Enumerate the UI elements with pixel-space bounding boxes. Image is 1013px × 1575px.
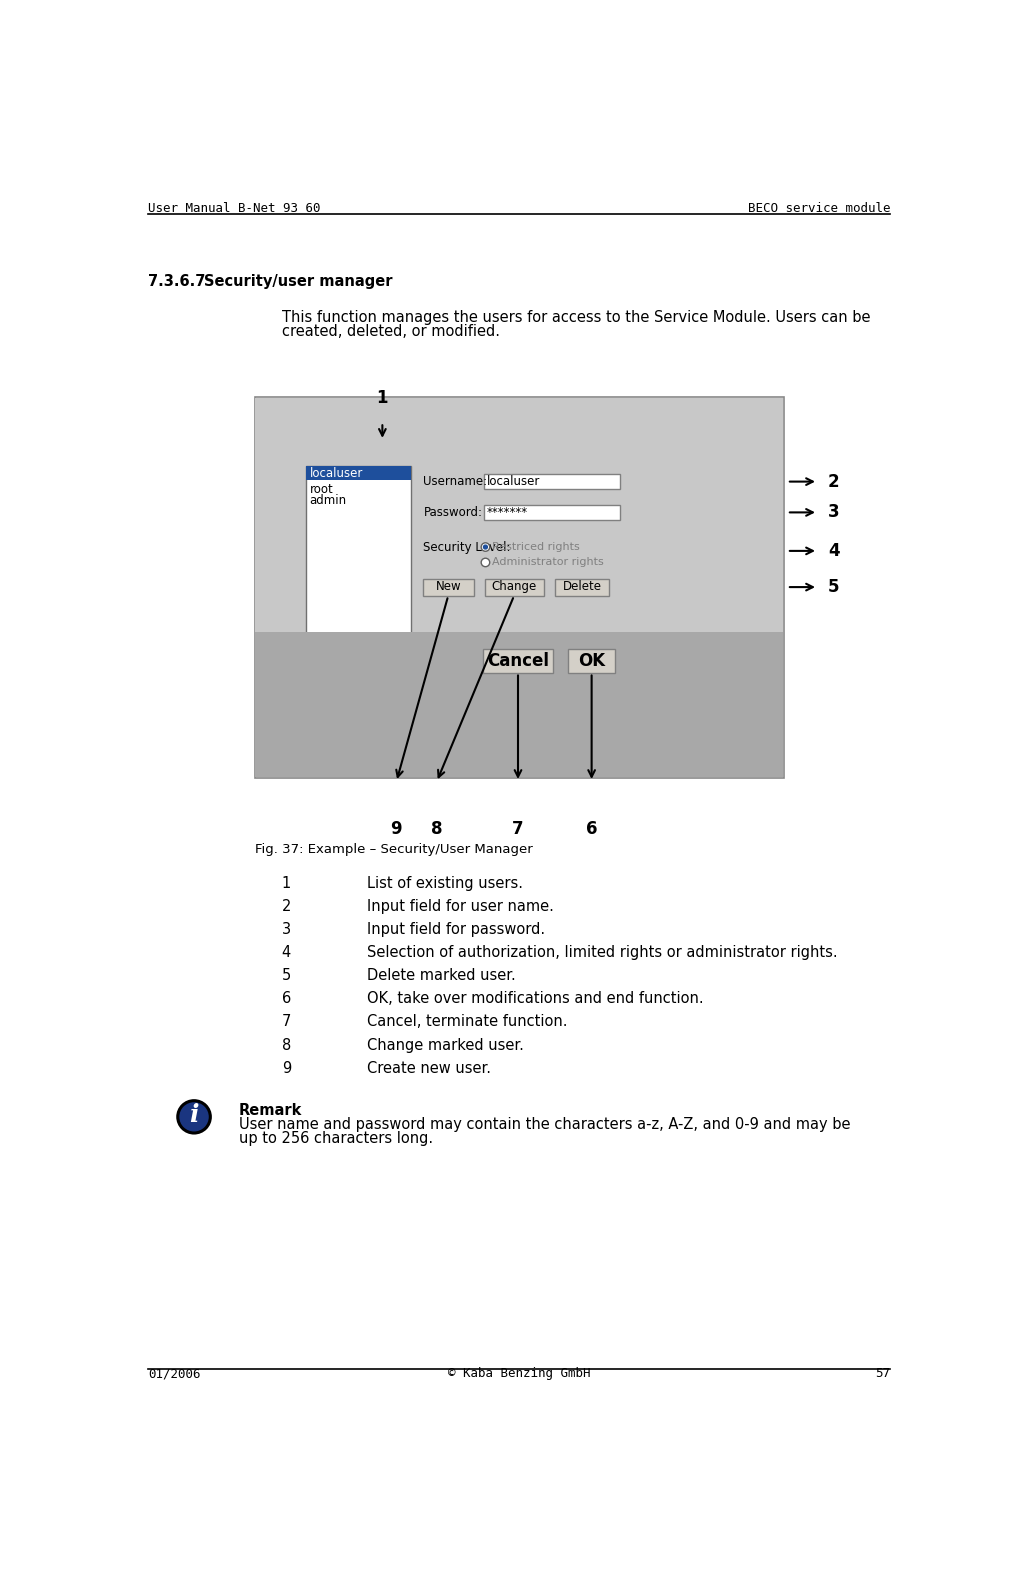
FancyBboxPatch shape: [485, 578, 544, 595]
Text: 3: 3: [282, 921, 291, 937]
FancyBboxPatch shape: [555, 578, 610, 595]
Text: Security Level:: Security Level:: [423, 540, 511, 553]
Text: Restriced rights: Restriced rights: [492, 542, 580, 553]
Text: Delete marked user.: Delete marked user.: [367, 969, 516, 983]
FancyBboxPatch shape: [254, 397, 784, 778]
Text: 8: 8: [431, 821, 443, 838]
Circle shape: [483, 545, 487, 550]
Text: localuser: localuser: [487, 476, 540, 488]
Text: © Kaba Benzing GmbH: © Kaba Benzing GmbH: [448, 1367, 590, 1380]
Text: localuser: localuser: [310, 466, 363, 480]
Circle shape: [179, 1102, 209, 1131]
Text: Input field for user name.: Input field for user name.: [367, 899, 554, 914]
Text: Change: Change: [491, 580, 537, 592]
Text: 01/2006: 01/2006: [148, 1367, 201, 1380]
FancyBboxPatch shape: [483, 649, 553, 673]
Text: up to 256 characters long.: up to 256 characters long.: [239, 1131, 434, 1145]
Text: 7: 7: [513, 821, 524, 838]
Text: Create new user.: Create new user.: [367, 1060, 491, 1076]
Circle shape: [176, 1099, 212, 1134]
FancyBboxPatch shape: [568, 649, 615, 673]
Text: Administrator rights: Administrator rights: [492, 558, 604, 567]
FancyBboxPatch shape: [255, 632, 783, 778]
Text: Password:: Password:: [423, 506, 482, 518]
Text: OK: OK: [578, 652, 605, 669]
Text: 7: 7: [282, 1014, 291, 1030]
Text: Input field for password.: Input field for password.: [367, 921, 545, 937]
Text: Cancel, terminate function.: Cancel, terminate function.: [367, 1014, 567, 1030]
Text: Delete: Delete: [563, 580, 602, 592]
Text: Remark: Remark: [239, 1102, 302, 1118]
Text: 9: 9: [391, 821, 402, 838]
Text: New: New: [436, 580, 461, 592]
Text: Username:: Username:: [423, 476, 487, 488]
Text: 1: 1: [282, 876, 291, 891]
FancyBboxPatch shape: [255, 397, 783, 778]
Text: 1: 1: [377, 389, 388, 406]
Text: Security/user manager: Security/user manager: [205, 274, 393, 288]
Text: 4: 4: [282, 945, 291, 961]
Circle shape: [481, 543, 489, 551]
Text: 2: 2: [828, 472, 840, 490]
Text: 9: 9: [282, 1060, 291, 1076]
Text: i: i: [189, 1104, 199, 1128]
Text: 7.3.6.7: 7.3.6.7: [148, 274, 206, 288]
Text: 5: 5: [828, 578, 840, 595]
Text: root: root: [310, 484, 333, 496]
FancyBboxPatch shape: [484, 504, 620, 520]
Text: OK, take over modifications and end function.: OK, take over modifications and end func…: [367, 991, 703, 1006]
FancyBboxPatch shape: [484, 474, 620, 490]
Text: 6: 6: [586, 821, 598, 838]
Text: BECO service module: BECO service module: [748, 202, 890, 216]
Text: 57: 57: [875, 1367, 890, 1380]
Text: 6: 6: [282, 991, 291, 1006]
Text: Selection of authorization, limited rights or administrator rights.: Selection of authorization, limited righ…: [367, 945, 838, 961]
Text: Change marked user.: Change marked user.: [367, 1038, 524, 1052]
Text: Cancel: Cancel: [487, 652, 549, 669]
FancyBboxPatch shape: [423, 578, 474, 595]
Text: This function manages the users for access to the Service Module. Users can be: This function manages the users for acce…: [282, 310, 870, 324]
Text: List of existing users.: List of existing users.: [367, 876, 523, 891]
FancyBboxPatch shape: [306, 466, 411, 665]
Text: 2: 2: [282, 899, 291, 914]
Text: created, deleted, or modified.: created, deleted, or modified.: [282, 324, 499, 339]
Text: 8: 8: [282, 1038, 291, 1052]
Text: *******: *******: [487, 506, 528, 518]
Text: Fig. 37: Example – Security/User Manager: Fig. 37: Example – Security/User Manager: [254, 844, 532, 857]
FancyBboxPatch shape: [306, 466, 411, 480]
Text: 3: 3: [828, 504, 840, 521]
Text: 5: 5: [282, 969, 291, 983]
Text: 4: 4: [828, 542, 840, 559]
Circle shape: [481, 558, 489, 567]
Text: admin: admin: [310, 493, 346, 507]
Text: User Manual B-Net 93 60: User Manual B-Net 93 60: [148, 202, 321, 216]
Text: User name and password may contain the characters a-z, A-Z, and 0-9 and may be: User name and password may contain the c…: [239, 1117, 851, 1132]
